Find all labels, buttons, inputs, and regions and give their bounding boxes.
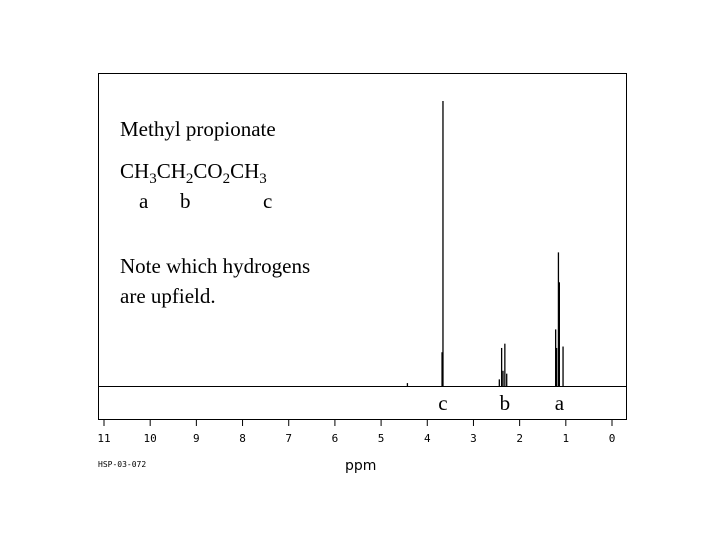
x-axis-label: ppm xyxy=(345,458,376,474)
footer-code: HSP-03-072 xyxy=(98,460,146,469)
formula-subscript: 2 xyxy=(186,171,194,187)
formula: CH3CH2CO2CH3 xyxy=(120,159,267,187)
formula-part: CH xyxy=(157,159,186,183)
peak-label-a: a xyxy=(555,391,565,415)
group-label-a: a xyxy=(139,189,149,213)
x-tick-label: 8 xyxy=(239,432,246,445)
x-tick-label: 3 xyxy=(470,432,477,445)
x-tick-label: 11 xyxy=(97,432,110,445)
note-line-2: are upfield. xyxy=(120,284,216,308)
formula-part: CO xyxy=(193,159,222,183)
x-axis-tick-labels: 11 10 9 8 7 6 5 4 3 2 1 0 xyxy=(97,432,615,445)
formula-subscript: 3 xyxy=(259,171,267,187)
x-tick-label: 7 xyxy=(285,432,292,445)
x-tick-label: 9 xyxy=(193,432,200,445)
x-tick-label: 0 xyxy=(609,432,616,445)
group-label-c: c xyxy=(263,189,272,213)
peak-lines xyxy=(406,101,564,387)
chart-title: Methyl propionate xyxy=(120,117,276,141)
formula-subscript: 3 xyxy=(149,171,157,187)
peak-label-c: c xyxy=(438,391,447,415)
group-label-b: b xyxy=(180,189,191,213)
x-tick-label: 2 xyxy=(516,432,523,445)
x-tick-label: 10 xyxy=(144,432,157,445)
peak-label-b: b xyxy=(500,391,511,415)
note-line-1: Note which hydrogens xyxy=(120,254,310,278)
formula-subscript: 2 xyxy=(223,171,231,187)
formula-part: CH xyxy=(230,159,259,183)
x-tick-label: 1 xyxy=(563,432,570,445)
formula-part: CH xyxy=(120,159,149,183)
x-axis-ticks xyxy=(103,419,613,426)
x-tick-label: 5 xyxy=(378,432,385,445)
x-tick-label: 6 xyxy=(332,432,339,445)
x-tick-label: 4 xyxy=(424,432,431,445)
